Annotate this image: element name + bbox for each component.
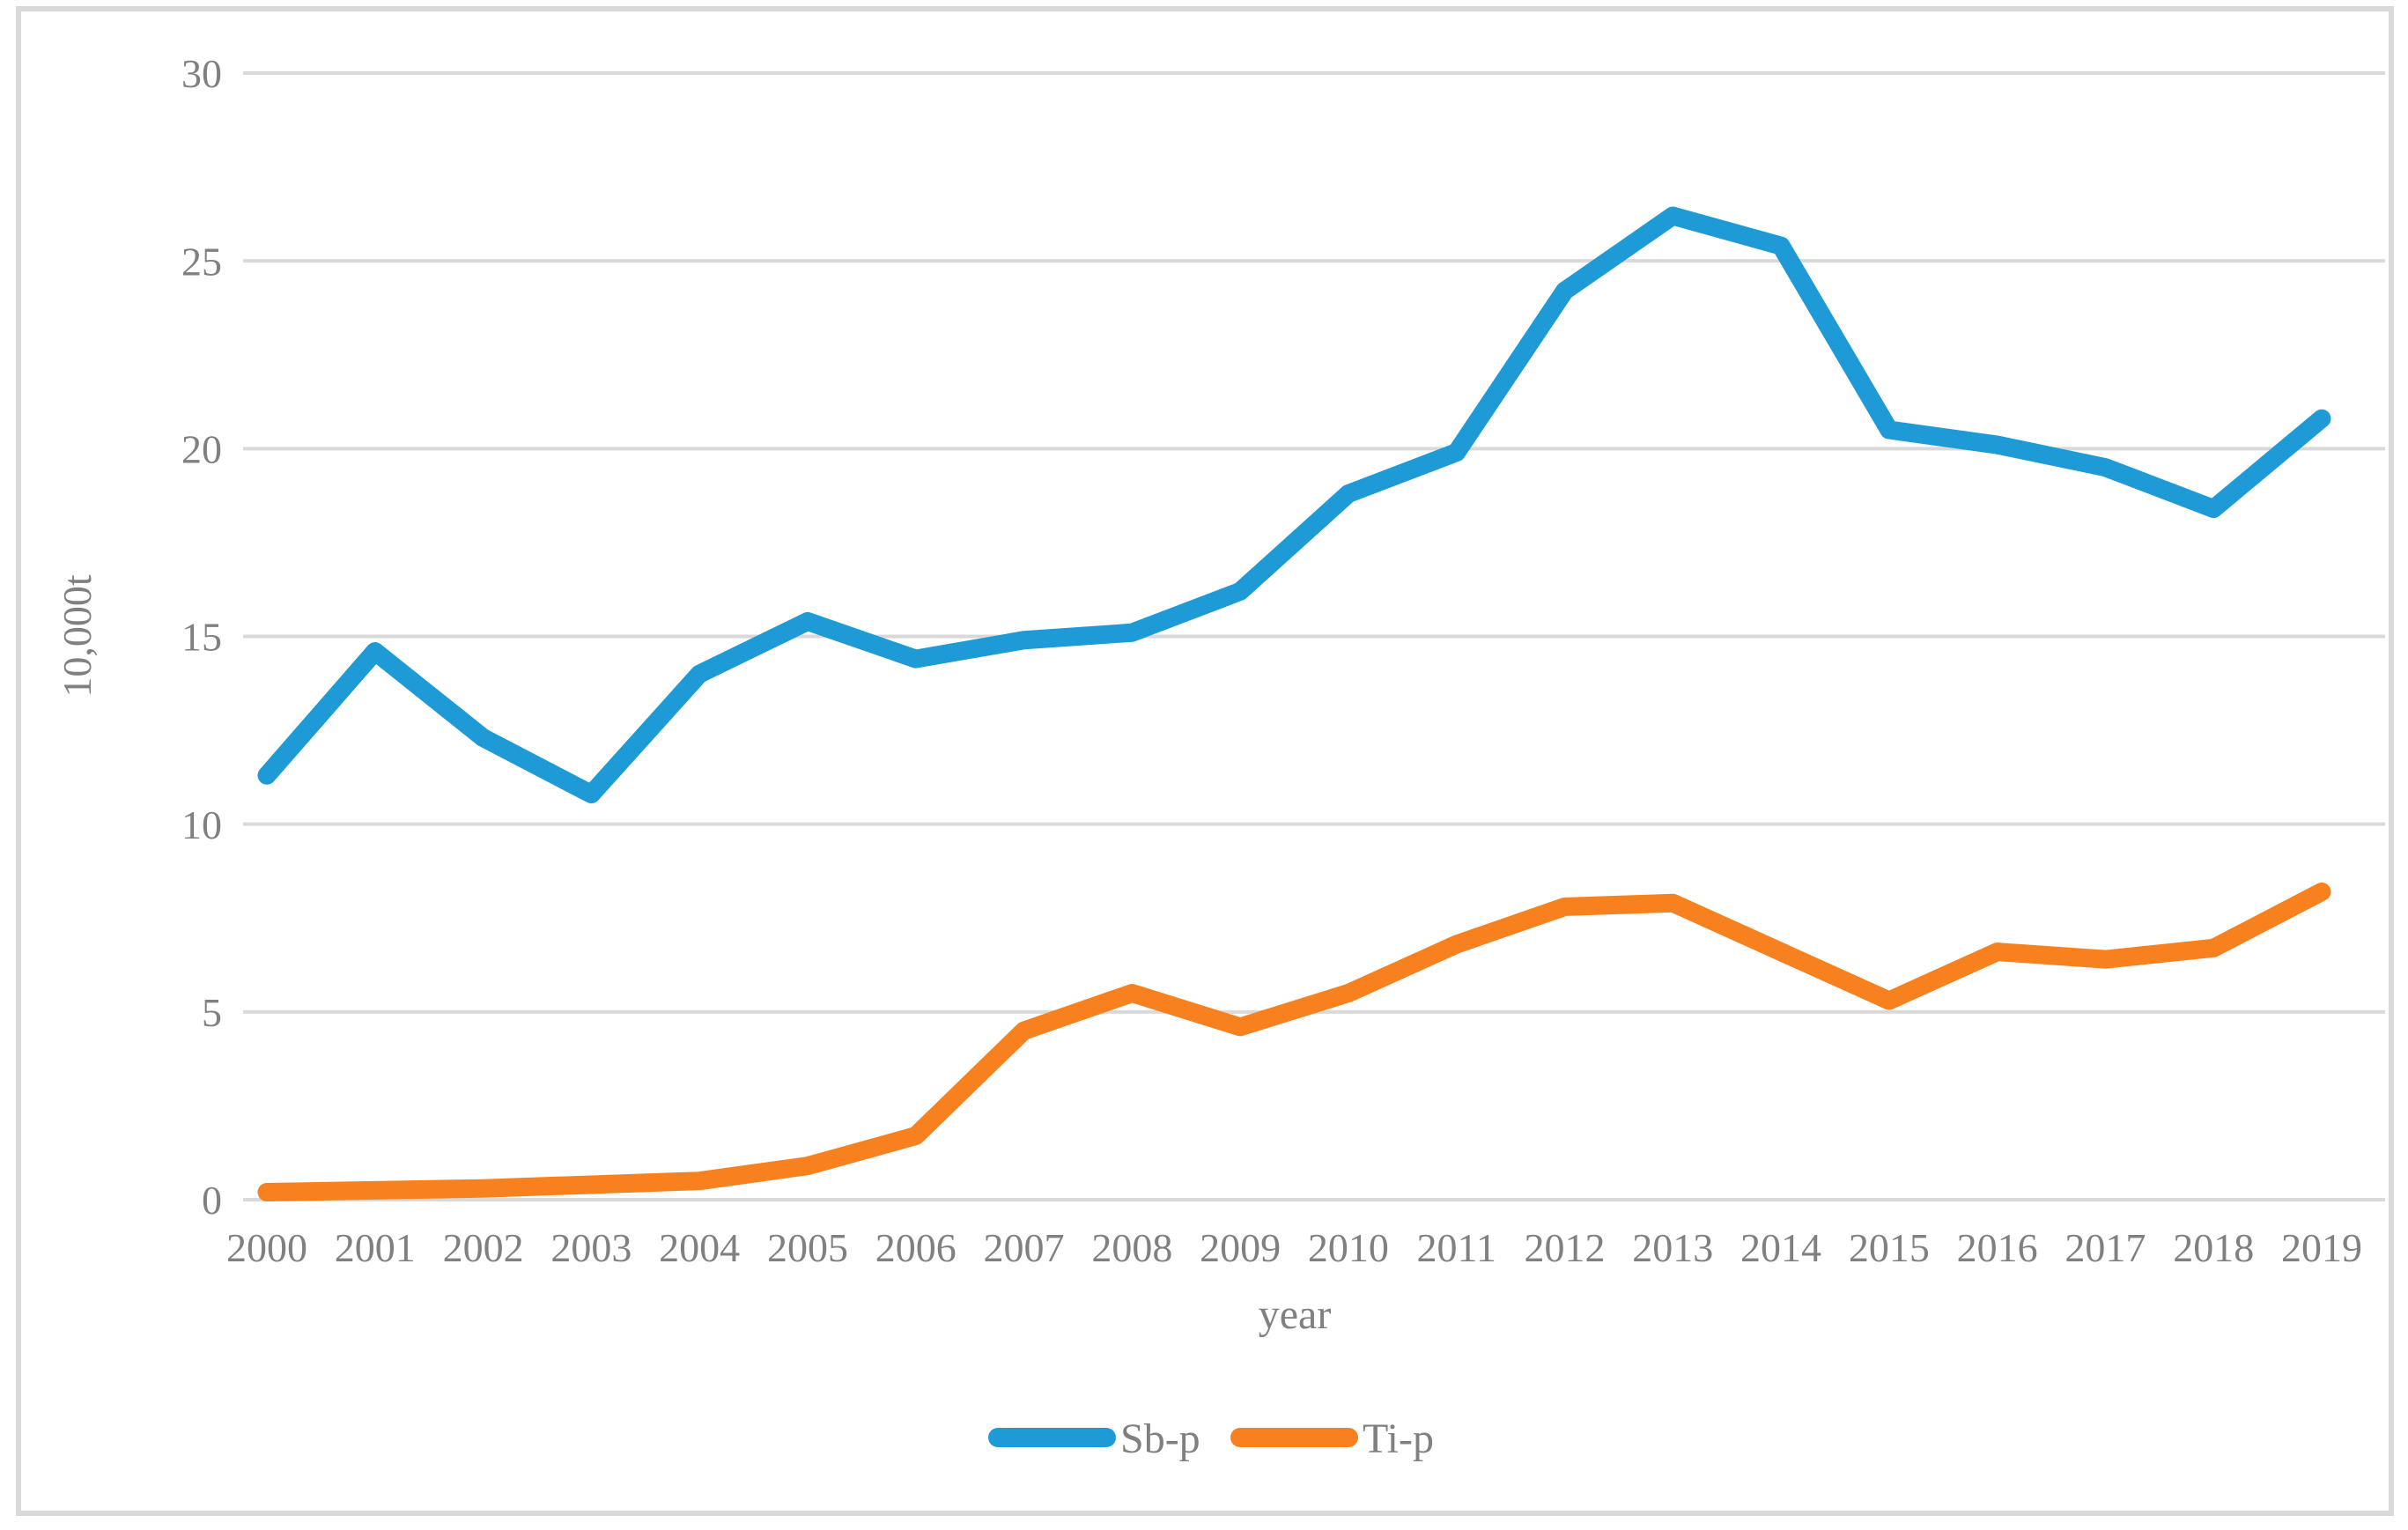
series-line-ti-p [257, 882, 2331, 1201]
x-axis-tick-labels: 2000 2001 2002 2003 2004 2005 2006 2007 2008 2009… [226, 1225, 2362, 1270]
x-tick-label-2014: 2014 [1740, 1225, 1821, 1270]
legend-label-ti-p: Ti-p [1363, 1415, 1434, 1462]
x-tick-label-2015: 2015 [1849, 1225, 1930, 1270]
series-line-sb-p [257, 206, 2331, 804]
legend-item-sb-p: Sb-p [988, 1415, 1200, 1462]
series-lines [257, 206, 2331, 1201]
y-tick-label-15: 15 [181, 615, 222, 660]
x-tick-label-2001: 2001 [335, 1225, 416, 1270]
x-tick-label-2008: 2008 [1091, 1225, 1172, 1270]
legend: Sb-p Ti-p [988, 1415, 1434, 1462]
x-tick-label-2007: 2007 [984, 1225, 1065, 1270]
x-tick-label-2011: 2011 [1417, 1225, 1496, 1270]
y-tick-label-20: 20 [181, 426, 222, 471]
y-tick-label-30: 30 [181, 51, 222, 96]
x-tick-label-2013: 2013 [1632, 1225, 1713, 1270]
x-tick-label-2009: 2009 [1200, 1225, 1281, 1270]
figure-border [16, 6, 2394, 1516]
x-tick-label-2004: 2004 [659, 1225, 740, 1270]
x-tick-label-2000: 2000 [226, 1225, 307, 1270]
x-tick-label-2006: 2006 [875, 1225, 957, 1270]
y-axis-tick-labels: 0 5 10 15 20 25 30 [181, 51, 222, 1223]
x-tick-label-2018: 2018 [2173, 1225, 2254, 1270]
x-tick-label-2002: 2002 [443, 1225, 524, 1270]
y-tick-label-5: 5 [202, 990, 222, 1035]
x-tick-label-2017: 2017 [2065, 1225, 2146, 1270]
legend-item-ti-p: Ti-p [1230, 1415, 1434, 1462]
x-tick-label-2003: 2003 [550, 1225, 632, 1270]
x-tick-label-2016: 2016 [1957, 1225, 2038, 1270]
x-tick-label-2010: 2010 [1308, 1225, 1389, 1270]
x-tick-label-2019: 2019 [2281, 1225, 2362, 1270]
y-tick-label-10: 10 [181, 802, 222, 847]
x-axis-title: year [1259, 1291, 1332, 1338]
gridlines [243, 71, 2385, 1201]
x-tick-label-2005: 2005 [767, 1225, 848, 1270]
x-tick-label-2012: 2012 [1524, 1225, 1605, 1270]
y-tick-label-0: 0 [202, 1178, 222, 1223]
y-axis-title: 10,000t [55, 574, 100, 698]
legend-label-sb-p: Sb-p [1120, 1415, 1200, 1462]
y-tick-label-25: 25 [181, 239, 222, 284]
